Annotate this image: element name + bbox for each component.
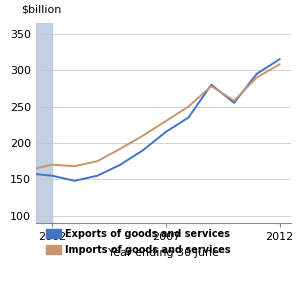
Bar	[36, 23, 52, 223]
Legend: Exports of goods and services, Imports of goods and services: Exports of goods and services, Imports o…	[46, 229, 231, 255]
X-axis label: Year ending 30 June: Year ending 30 June	[108, 248, 219, 258]
Text: $billion: $billion	[21, 5, 61, 15]
